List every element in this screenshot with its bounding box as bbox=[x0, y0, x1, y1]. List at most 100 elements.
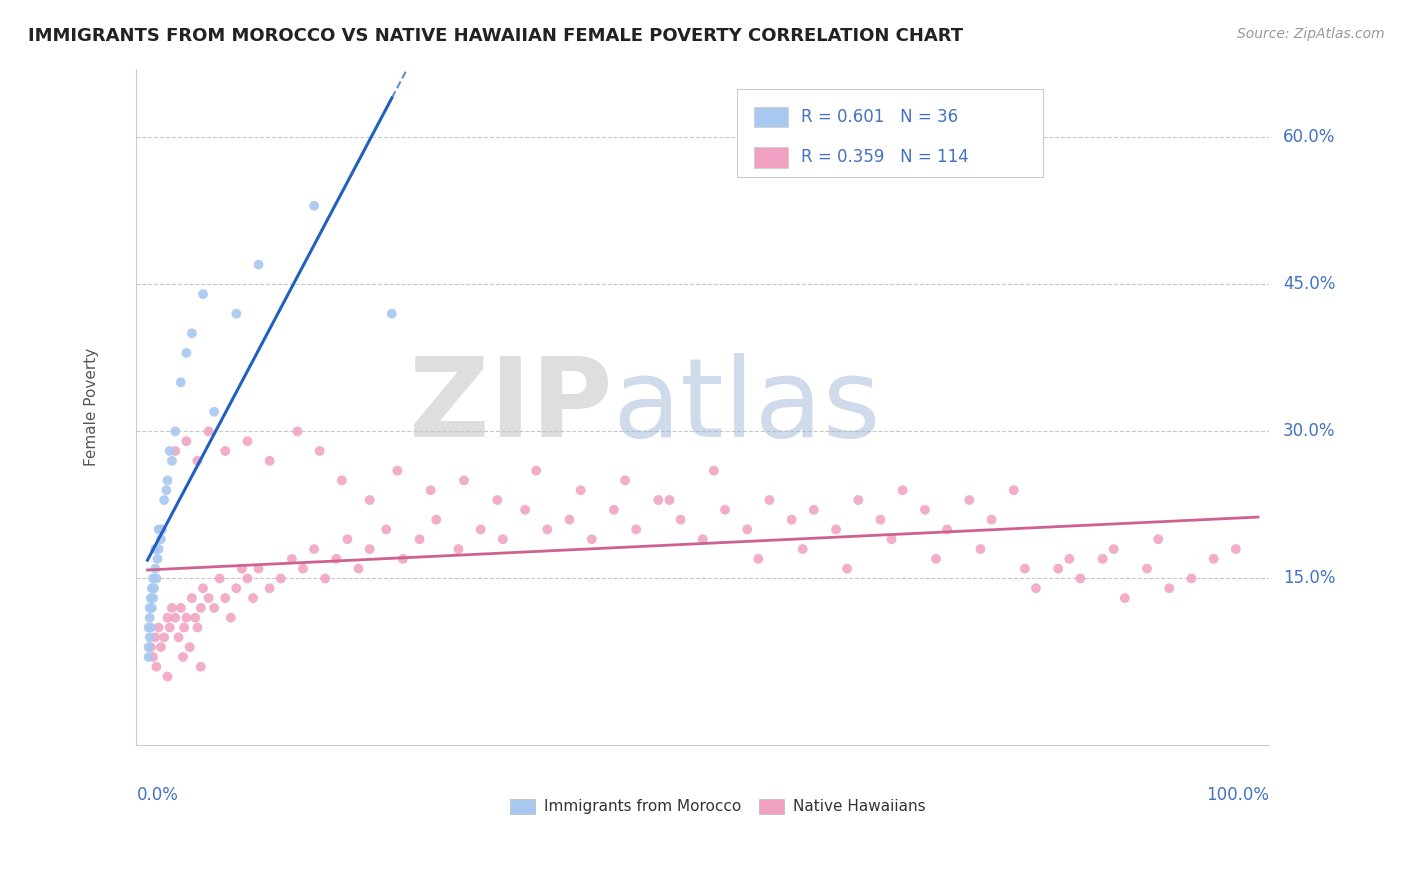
Point bbox=[138, 610, 160, 624]
Point bbox=[150, 523, 173, 537]
Point bbox=[148, 620, 170, 634]
Point bbox=[142, 649, 165, 664]
Point bbox=[1114, 591, 1136, 606]
Point bbox=[624, 523, 647, 537]
Point bbox=[143, 542, 166, 557]
Point bbox=[259, 454, 281, 468]
Point bbox=[191, 582, 214, 596]
Point bbox=[142, 591, 165, 606]
Point bbox=[149, 533, 172, 547]
Point bbox=[141, 600, 163, 615]
Point bbox=[143, 562, 166, 576]
Point bbox=[569, 483, 592, 498]
Point bbox=[236, 434, 259, 449]
Point bbox=[669, 513, 692, 527]
Point bbox=[359, 542, 381, 557]
Point bbox=[470, 523, 492, 537]
Point bbox=[758, 493, 780, 508]
Text: IMMIGRANTS FROM MOROCCO VS NATIVE HAWAIIAN FEMALE POVERTY CORRELATION CHART: IMMIGRANTS FROM MOROCCO VS NATIVE HAWAII… bbox=[28, 27, 963, 45]
Text: 15.0%: 15.0% bbox=[1282, 569, 1336, 588]
Bar bbox=[759, 798, 785, 814]
Point bbox=[1102, 542, 1125, 557]
Point bbox=[614, 474, 637, 488]
Point bbox=[869, 513, 891, 527]
Point bbox=[486, 493, 509, 508]
Point bbox=[165, 444, 187, 458]
Point bbox=[186, 620, 208, 634]
Point bbox=[1202, 552, 1225, 566]
Point bbox=[138, 640, 160, 654]
Point bbox=[408, 533, 430, 547]
Point bbox=[291, 562, 314, 576]
Point bbox=[180, 591, 202, 606]
Point bbox=[236, 572, 259, 586]
Point bbox=[914, 503, 936, 517]
Point bbox=[146, 552, 169, 566]
Text: 30.0%: 30.0% bbox=[1282, 423, 1336, 441]
Point bbox=[180, 326, 202, 341]
Text: Native Hawaiians: Native Hawaiians bbox=[793, 798, 927, 814]
Point bbox=[1225, 542, 1247, 557]
Point bbox=[247, 562, 270, 576]
Point bbox=[231, 562, 253, 576]
Point bbox=[197, 591, 219, 606]
Point bbox=[138, 600, 160, 615]
Point bbox=[1059, 552, 1081, 566]
Point bbox=[170, 600, 193, 615]
Point bbox=[692, 533, 714, 547]
Point bbox=[747, 552, 769, 566]
Point bbox=[1025, 582, 1047, 596]
Point bbox=[425, 513, 447, 527]
Point bbox=[837, 562, 859, 576]
Point bbox=[447, 542, 470, 557]
Text: ZIP: ZIP bbox=[409, 353, 612, 460]
Point bbox=[214, 591, 236, 606]
Point bbox=[880, 533, 903, 547]
Bar bbox=[510, 798, 536, 814]
Point bbox=[1002, 483, 1025, 498]
Point bbox=[287, 425, 309, 439]
Point bbox=[392, 552, 415, 566]
Point bbox=[139, 640, 162, 654]
Point bbox=[160, 600, 183, 615]
Point bbox=[219, 610, 242, 624]
Point bbox=[419, 483, 441, 498]
Point bbox=[1147, 533, 1170, 547]
Text: Female Poverty: Female Poverty bbox=[83, 348, 98, 466]
Bar bbox=[754, 107, 787, 128]
Point bbox=[148, 542, 170, 557]
Point bbox=[139, 591, 162, 606]
Point bbox=[314, 572, 336, 586]
Text: 45.0%: 45.0% bbox=[1282, 276, 1336, 293]
Point bbox=[191, 287, 214, 301]
Point bbox=[453, 474, 475, 488]
Point bbox=[142, 572, 165, 586]
Point bbox=[214, 444, 236, 458]
Point bbox=[603, 503, 626, 517]
Point bbox=[155, 483, 177, 498]
Point bbox=[347, 562, 370, 576]
Point bbox=[925, 552, 948, 566]
Point bbox=[242, 591, 264, 606]
Point bbox=[159, 620, 181, 634]
Point bbox=[159, 444, 181, 458]
Point bbox=[143, 582, 166, 596]
Point bbox=[714, 503, 737, 517]
Point bbox=[153, 493, 176, 508]
FancyBboxPatch shape bbox=[737, 89, 1043, 177]
Point bbox=[302, 542, 325, 557]
Point bbox=[138, 630, 160, 644]
Point bbox=[153, 630, 176, 644]
Point bbox=[190, 600, 212, 615]
Point bbox=[492, 533, 515, 547]
Point bbox=[1069, 572, 1091, 586]
Point bbox=[375, 523, 398, 537]
Text: R = 0.359   N = 114: R = 0.359 N = 114 bbox=[801, 148, 969, 167]
Point bbox=[173, 620, 195, 634]
Point bbox=[381, 307, 404, 321]
Text: Source: ZipAtlas.com: Source: ZipAtlas.com bbox=[1237, 27, 1385, 41]
Point bbox=[1014, 562, 1036, 576]
Point bbox=[330, 474, 353, 488]
Point bbox=[145, 572, 167, 586]
Point bbox=[186, 454, 208, 468]
